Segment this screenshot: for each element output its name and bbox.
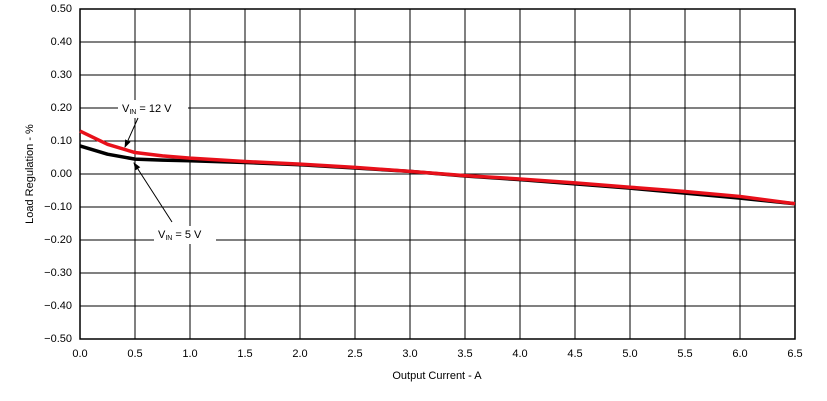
annotation-box — [118, 100, 188, 118]
x-tick-label: 0.0 — [72, 348, 87, 360]
x-tick-label: 0.5 — [127, 348, 142, 360]
x-tick-label: 1.5 — [237, 348, 252, 360]
x-tick-label: 1.0 — [182, 348, 197, 360]
annotation: VIN = 5 V — [158, 229, 202, 242]
annotation-base: V — [158, 229, 166, 241]
y-tick-label: −0.10 — [44, 201, 72, 213]
x-tick-label: 2.0 — [292, 348, 307, 360]
plot-frame — [79, 8, 796, 340]
annotation-arrow — [124, 117, 139, 148]
y-tick-label: −0.20 — [44, 234, 72, 246]
y-tick-label: −0.50 — [44, 333, 72, 345]
x-tick-label: 2.5 — [347, 348, 362, 360]
x-axis-title: Output Current - A — [392, 370, 482, 382]
annotation-base: V — [122, 103, 130, 115]
y-tick-label: 0.20 — [51, 102, 72, 114]
y-axis-title: Load Regulation - % — [24, 124, 36, 224]
y-tick-label: 0.00 — [51, 168, 72, 180]
x-tick-label: 3.5 — [457, 348, 472, 360]
x-tick-label: 5.5 — [677, 348, 692, 360]
x-tick-label: 4.0 — [512, 348, 527, 360]
x-tick-label: 4.5 — [567, 348, 582, 360]
annotation-sub: IN — [165, 235, 172, 242]
y-tick-label: 0.10 — [51, 135, 72, 147]
y-tick-label: 0.50 — [51, 3, 72, 15]
x-tick-label: 6.5 — [787, 348, 802, 360]
y-tick-label: −0.40 — [44, 300, 72, 312]
annotation-box — [154, 226, 216, 244]
annotation-sub: IN — [129, 109, 136, 116]
x-tick-label: 3.0 — [402, 348, 417, 360]
y-tick-label: −0.30 — [44, 267, 72, 279]
annotation-text: = 5 V — [172, 229, 202, 241]
annotation: VIN = 12 V — [122, 103, 172, 116]
x-tick-label: 6.0 — [732, 348, 747, 360]
annotation-arrow — [133, 162, 173, 223]
y-tick-label: 0.30 — [51, 69, 72, 81]
annotation-text: = 12 V — [136, 103, 172, 115]
x-tick-label: 5.0 — [622, 348, 637, 360]
series-line — [79, 129, 796, 206]
y-tick-label: 0.40 — [51, 36, 72, 48]
